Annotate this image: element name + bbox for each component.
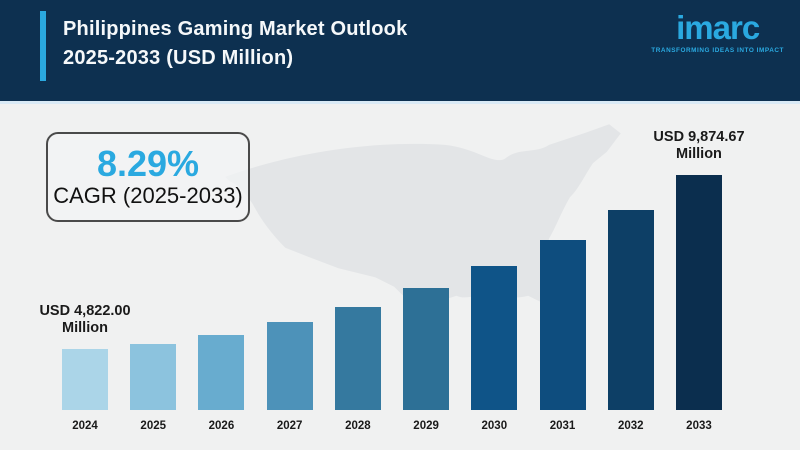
bar-chart: 2024 USD 4,822.00 Million 2025 2026 2027 2028 2… [39, 117, 744, 432]
bar-2029 [403, 288, 450, 410]
cagr-label: CAGR (2025-2033) [53, 183, 243, 208]
bar-2025 [130, 344, 177, 410]
bar-column-2033: 2033 USD 9,874.67 Million [653, 117, 744, 432]
page-title-line2: 2025-2033 (USD Million) [63, 47, 294, 69]
bar-column-2032: 2032 [607, 117, 654, 432]
bar-2031 [539, 240, 586, 410]
header-divider-line [0, 101, 800, 104]
cagr-callout-box: 8.29% CAGR (2025-2033) [46, 132, 250, 222]
year-label-2031: 2031 [549, 420, 576, 432]
imarc-logo-wordmark: imarc [676, 9, 760, 46]
bar-column-2027: 2027 [266, 117, 313, 432]
year-label-2026: 2026 [208, 420, 235, 432]
bar-2028 [334, 307, 381, 410]
bar-group: 2024 USD 4,822.00 Million 2025 2026 2027 2028 2… [39, 117, 744, 432]
bar-column-2030: 2030 [471, 117, 518, 432]
header-band: Philippines Gaming Market Outlook 2025-2… [0, 0, 800, 101]
imarc-logo: imarc TRANSFORMING IDEAS INTO IMPACT [651, 9, 784, 55]
bar-2032 [607, 210, 654, 410]
bar-column-2031: 2031 [539, 117, 586, 432]
year-label-2024: 2024 [72, 420, 98, 432]
page-title: Philippines Gaming Market Outlook 2025-2… [63, 15, 407, 73]
cagr-value: 8.29% [96, 143, 200, 184]
bar-2026 [198, 335, 245, 410]
year-label-2027: 2027 [276, 420, 303, 432]
year-label-2029: 2029 [413, 420, 439, 432]
bar-2033 [675, 175, 722, 410]
year-label-2030: 2030 [481, 420, 508, 432]
bar-value-label-2024: USD 4,822.00 Million [39, 303, 131, 336]
bar-column-2029: 2029 [403, 117, 450, 432]
bar-column-2026: 2026 [198, 117, 245, 432]
year-label-2028: 2028 [345, 420, 371, 432]
bar-2027 [266, 322, 313, 410]
bar-column-2024: 2024 USD 4,822.00 Million [39, 117, 130, 432]
year-label-2033: 2033 [686, 420, 712, 432]
title-accent-bar [40, 11, 46, 81]
imarc-logo-tagline: TRANSFORMING IDEAS INTO IMPACT [651, 47, 784, 54]
bar-2030 [471, 266, 518, 410]
bar-column-2025: 2025 [130, 117, 177, 432]
page-title-line1: Philippines Gaming Market Outlook [63, 18, 408, 40]
bar-column-2028: 2028 [334, 117, 381, 432]
year-label-2032: 2032 [617, 420, 644, 432]
year-label-2025: 2025 [140, 420, 167, 432]
bar-2024 [62, 349, 108, 410]
bar-value-label-2033: USD 9,874.67 Million [653, 129, 745, 162]
usa-map-silhouette [225, 124, 621, 351]
